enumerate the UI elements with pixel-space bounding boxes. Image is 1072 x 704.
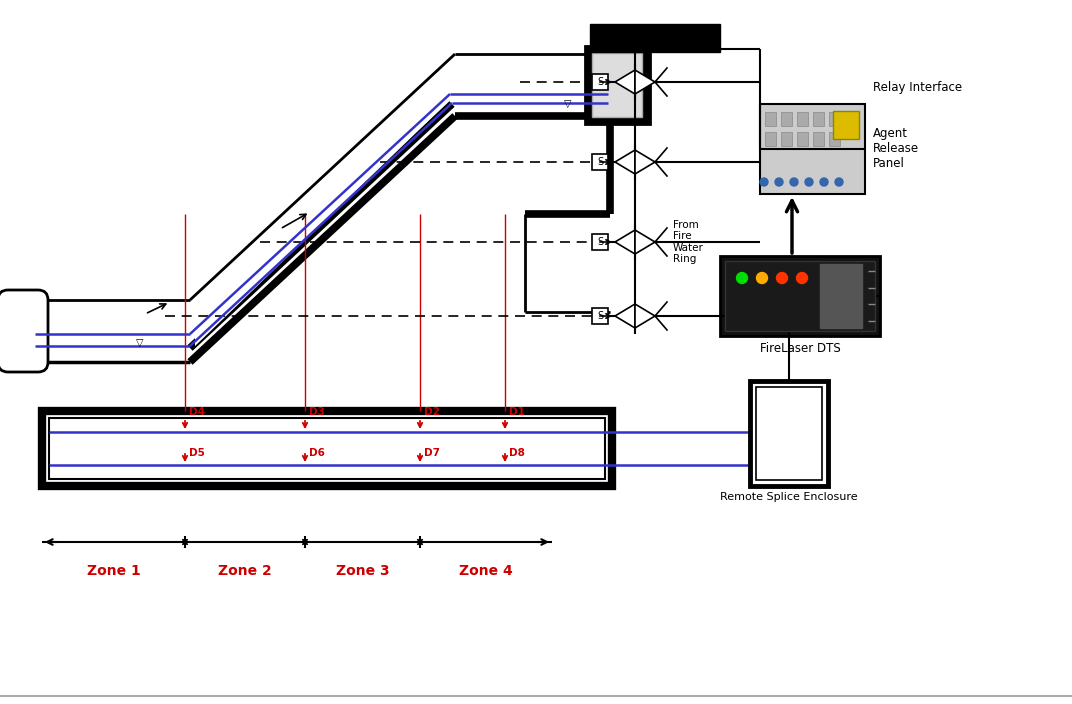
Text: S: S (597, 311, 604, 321)
Text: Zone 1: Zone 1 (87, 564, 140, 578)
Circle shape (736, 272, 747, 284)
Circle shape (820, 178, 828, 186)
Text: Agent
Release
Panel: Agent Release Panel (873, 127, 919, 170)
Bar (592, 234, 608, 250)
Text: D1: D1 (509, 407, 525, 417)
Bar (813, 112, 824, 126)
Bar (796, 112, 808, 126)
Text: Zone 2: Zone 2 (218, 564, 272, 578)
Bar (590, 24, 720, 52)
Text: ▽: ▽ (564, 99, 571, 109)
Bar (592, 154, 608, 170)
Text: D4: D4 (189, 407, 205, 417)
Bar (765, 132, 776, 146)
Text: ▽: ▽ (136, 338, 144, 348)
Circle shape (835, 178, 843, 186)
Text: Zone 4: Zone 4 (459, 564, 512, 578)
Text: D3: D3 (309, 407, 325, 417)
Text: D5: D5 (189, 448, 205, 458)
FancyBboxPatch shape (0, 290, 48, 372)
Polygon shape (195, 58, 448, 346)
Text: FireLaser DTS: FireLaser DTS (760, 342, 840, 355)
Polygon shape (190, 58, 452, 357)
Bar (813, 132, 824, 146)
Bar (796, 132, 808, 146)
Polygon shape (635, 304, 655, 328)
Polygon shape (635, 150, 655, 174)
Bar (592, 53, 642, 117)
Bar (781, 132, 792, 146)
Text: Relay Interface: Relay Interface (873, 81, 963, 94)
Text: S: S (597, 157, 604, 167)
Circle shape (796, 272, 807, 284)
Bar (527, 216, 607, 311)
Circle shape (760, 178, 768, 186)
Bar (49, 418, 605, 479)
Text: D2: D2 (425, 407, 440, 417)
Bar (42, 411, 612, 486)
Bar (592, 74, 608, 90)
Polygon shape (615, 230, 635, 254)
Circle shape (805, 178, 813, 186)
Text: D7: D7 (425, 448, 440, 458)
Bar (829, 132, 840, 146)
Bar (725, 261, 875, 331)
Text: Remote Splice Enclosure: Remote Splice Enclosure (720, 492, 858, 502)
Bar (760, 104, 865, 194)
Polygon shape (615, 304, 635, 328)
Bar (765, 112, 776, 126)
Text: S: S (597, 77, 604, 87)
Bar (750, 381, 828, 486)
Polygon shape (615, 70, 635, 94)
Text: D8: D8 (509, 448, 525, 458)
Text: Zone 3: Zone 3 (336, 564, 389, 578)
Bar (756, 387, 822, 480)
Bar (720, 256, 880, 336)
Bar (585, 46, 650, 124)
Bar (820, 264, 862, 328)
Bar (592, 308, 608, 324)
Bar (833, 111, 859, 139)
Circle shape (757, 272, 768, 284)
Text: From
Fire
Water
Ring: From Fire Water Ring (673, 220, 704, 265)
Circle shape (776, 272, 788, 284)
Polygon shape (635, 230, 655, 254)
Circle shape (775, 178, 783, 186)
Text: S: S (597, 237, 604, 247)
Bar (781, 112, 792, 126)
Bar (829, 112, 840, 126)
Circle shape (790, 178, 798, 186)
Polygon shape (615, 150, 635, 174)
Text: D6: D6 (309, 448, 325, 458)
Polygon shape (635, 70, 655, 94)
